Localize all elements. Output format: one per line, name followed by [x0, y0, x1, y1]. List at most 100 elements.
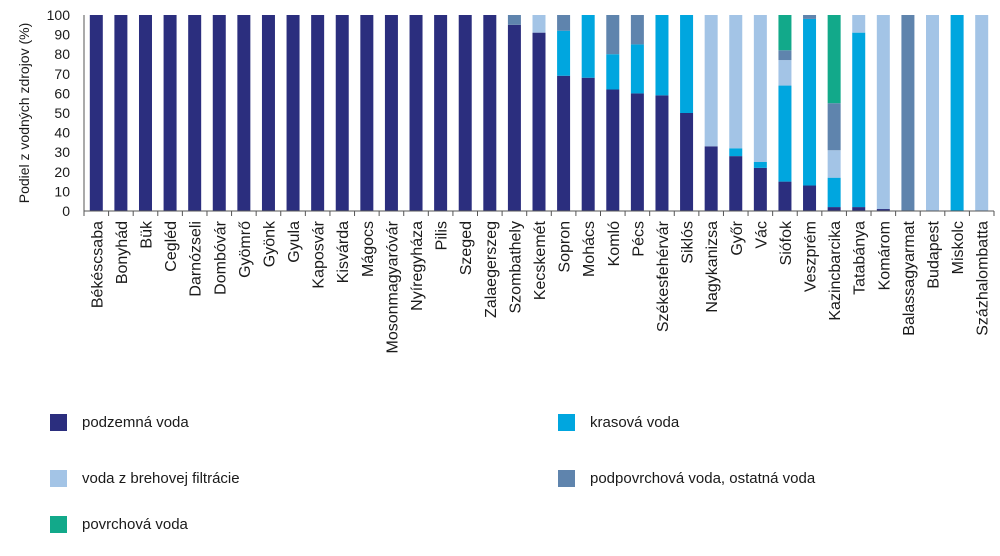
bar-segment [852, 207, 866, 211]
legend-label: voda z brehovej filtrácie [82, 470, 240, 487]
x-tick-label: Mágocs [360, 221, 377, 277]
bar-segment [409, 15, 423, 211]
bar-segment [630, 44, 644, 94]
x-tick-label: Nyíregyháza [409, 221, 426, 311]
bar-segment [212, 15, 226, 211]
legend-swatch [50, 470, 67, 487]
legend: podzemná voda krasová voda voda z brehov… [0, 400, 1000, 556]
y-tick-label: 70 [54, 66, 70, 82]
bar-segment [532, 15, 546, 33]
bar-segment [778, 60, 792, 86]
x-tick-label: Nagykanizsa [704, 221, 721, 313]
bar-segment [778, 50, 792, 61]
y-tick-label: 0 [62, 203, 70, 219]
x-tick-label: Darnózseli [188, 221, 205, 297]
x-tick-label: Gyömrő [237, 221, 254, 278]
x-tick-label: Balassagyarmat [901, 220, 918, 335]
legend-swatch [558, 470, 575, 487]
x-tick-label: Vác [753, 221, 770, 249]
legend-label: podpovrchová voda, ostatná voda [590, 470, 816, 487]
bar-segment [557, 30, 571, 76]
x-tick-label: Miskolc [950, 221, 967, 274]
stacked-bar-chart: Podiel z vodných zdrojov (%) 0 10 20 30 40 50… [16, 7, 995, 354]
x-tick-label: Mosonmagyaróvár [384, 220, 401, 353]
x-tick-label: Komárom [876, 221, 893, 290]
y-tick-label: 50 [54, 105, 70, 121]
bar-segment [827, 207, 841, 211]
bar-segment [188, 15, 202, 211]
y-tick-label: 100 [47, 7, 71, 23]
x-tick-label: Székesfehérvár [655, 220, 672, 332]
x-tick-label: Szombathely [507, 221, 524, 314]
x-tick-label: Gyönk [261, 220, 278, 267]
bar-segment [286, 15, 300, 211]
x-tick-label: Kecskemét [532, 220, 549, 300]
bar-segment [655, 95, 669, 211]
legend-item-podpovrchova-voda: podpovrchová voda, ostatná voda [558, 470, 815, 487]
x-tick-label: Mohács [581, 221, 598, 277]
legend-label: povrchová voda [82, 516, 188, 533]
x-tick-label: Siófok [778, 220, 795, 265]
x-tick-label: Veszprém [803, 221, 820, 292]
bar-segment [237, 15, 251, 211]
bar-segment [507, 15, 521, 25]
x-tick-label: Pilis [434, 221, 451, 250]
legend-label: podzemná voda [82, 414, 189, 431]
bar-segment [680, 113, 694, 211]
bar-segment [261, 15, 275, 211]
bar-segment [950, 15, 964, 211]
bar-segment [729, 148, 743, 157]
bar-segment [827, 150, 841, 178]
bar-segment [311, 15, 325, 211]
bar-segment [581, 77, 595, 211]
legend-swatch [50, 414, 67, 431]
y-axis-label: Podiel z vodných zdrojov (%) [16, 23, 32, 204]
x-tick-label: Békéscsaba [89, 221, 106, 308]
x-tick-label: Pécs [630, 221, 647, 257]
y-tick-label: 10 [54, 183, 70, 199]
bar-segment [434, 15, 448, 211]
x-tick-label: Győr [729, 220, 746, 255]
x-tick-label: Kisvárda [335, 221, 352, 283]
legend-item-podzemna-voda: podzemná voda [50, 414, 189, 431]
bar-segment [753, 162, 767, 168]
x-tick-label: Kaposvár [311, 220, 328, 288]
bar-segment [704, 15, 718, 147]
bar-segment [606, 15, 620, 55]
bar-segment [384, 15, 398, 211]
bar-segment [114, 15, 128, 211]
y-tick-label: 30 [54, 144, 70, 160]
bar-segment [458, 15, 472, 211]
bar-segment [655, 15, 669, 96]
bar-segment [704, 146, 718, 211]
bar-segment [827, 15, 841, 104]
bar-segment [606, 89, 620, 211]
bar-segment [876, 15, 890, 210]
x-tick-label: Siklós [680, 221, 697, 264]
x-tick-label: Százhalombatta [975, 221, 992, 336]
bar-segment [803, 18, 817, 186]
bar-segment [630, 15, 644, 45]
x-tick-label: Sopron [557, 221, 574, 273]
bar-segment [557, 75, 571, 211]
bar-segment [852, 15, 866, 33]
x-tick-label: Gyula [286, 221, 303, 263]
bar-segment [753, 167, 767, 211]
x-tick-label: Komló [606, 221, 623, 266]
legend-item-krasova-voda: krasová voda [558, 414, 679, 431]
y-tick-label: 90 [54, 27, 70, 43]
x-tick-label: Szeged [458, 221, 475, 275]
legend-swatch [558, 414, 575, 431]
x-tick-label: Budapest [926, 220, 943, 288]
y-tick-label: 60 [54, 85, 70, 101]
bar-segment [507, 24, 521, 211]
bar-segment [778, 15, 792, 51]
bar-segment [729, 15, 743, 149]
bar-segment [827, 177, 841, 208]
bar-segment [630, 93, 644, 211]
bar-segment [606, 54, 620, 90]
bar-segment [729, 156, 743, 211]
bar-segment [138, 15, 152, 211]
bar-segment [89, 15, 103, 211]
x-tick-label: Tatabánya [852, 221, 869, 295]
